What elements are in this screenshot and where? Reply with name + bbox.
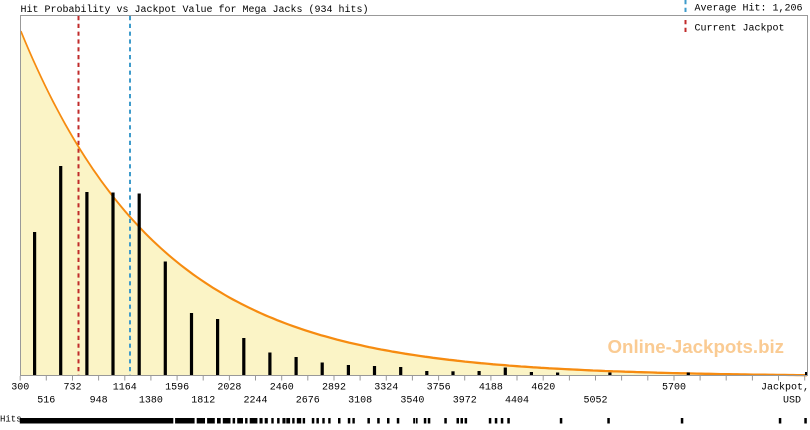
svg-text:300: 300 [11, 383, 29, 394]
svg-text:Hits: Hits [0, 415, 22, 425]
svg-text:3540: 3540 [400, 395, 424, 406]
svg-text:5700: 5700 [662, 383, 686, 394]
svg-text:3972: 3972 [453, 395, 477, 406]
svg-text:948: 948 [90, 395, 108, 406]
svg-text:2460: 2460 [270, 383, 294, 394]
svg-text:Online-Jackpots.biz: Online-Jackpots.biz [608, 336, 785, 357]
svg-text:2244: 2244 [243, 395, 267, 406]
svg-text:1380: 1380 [139, 395, 163, 406]
svg-text:Average Hit: 1,206: Average Hit: 1,206 [695, 2, 803, 14]
svg-text:Current Jackpot: Current Jackpot [695, 22, 785, 34]
svg-text:2028: 2028 [217, 383, 241, 394]
svg-text:2676: 2676 [296, 395, 320, 406]
svg-text:2892: 2892 [322, 383, 346, 394]
svg-text:3108: 3108 [348, 395, 372, 406]
svg-text:3756: 3756 [427, 383, 451, 394]
svg-text:4404: 4404 [505, 395, 529, 406]
svg-text:4620: 4620 [531, 383, 555, 394]
svg-text:Jackpot,: Jackpot, [761, 382, 809, 394]
svg-text:4188: 4188 [479, 383, 503, 394]
svg-text:1596: 1596 [165, 383, 189, 394]
svg-text:732: 732 [63, 383, 81, 394]
svg-text:1812: 1812 [191, 395, 215, 406]
svg-text:3324: 3324 [374, 383, 398, 394]
svg-text:Hit Probability vs Jackpot Val: Hit Probability vs Jackpot Value for Meg… [21, 4, 369, 16]
svg-text:USD: USD [783, 395, 801, 406]
svg-text:516: 516 [37, 395, 55, 406]
svg-text:1164: 1164 [113, 383, 137, 394]
svg-text:5052: 5052 [583, 395, 607, 406]
